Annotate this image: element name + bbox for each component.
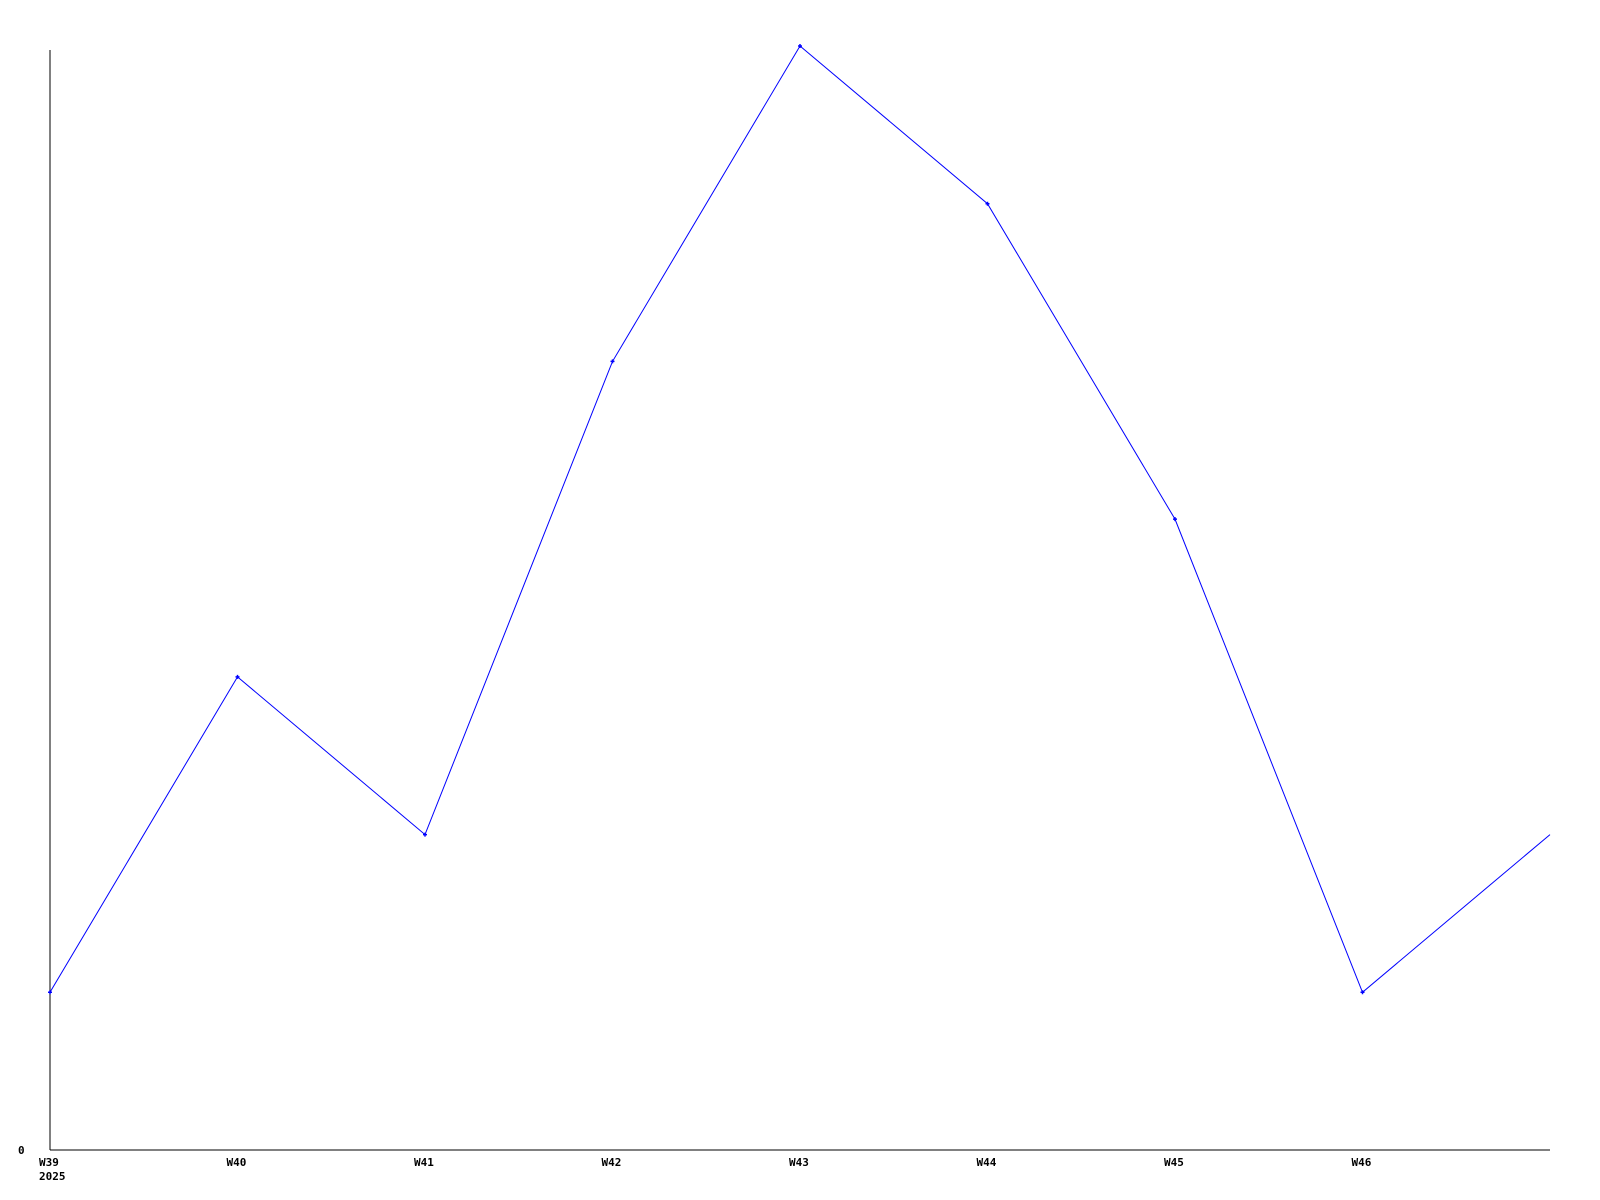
x-tick-label-W42: W42 <box>602 1156 622 1169</box>
x-tick-label-W39: W39 <box>39 1156 59 1169</box>
data-point-W42 <box>610 359 615 364</box>
x-tick-label-W44: W44 <box>977 1156 997 1169</box>
x-tick-label-W41: W41 <box>414 1156 434 1169</box>
data-point-W41 <box>423 832 427 837</box>
y-tick-label-0: 0 <box>18 1144 25 1157</box>
data-point-W45 <box>1173 517 1177 522</box>
series-line <box>49 45 1551 994</box>
data-point-W43 <box>798 44 802 48</box>
data-point-W40 <box>235 674 240 679</box>
x-tick-label-W40: W40 <box>227 1156 247 1169</box>
x-year-label: 2025 <box>39 1170 66 1183</box>
data-point-W44 <box>985 201 990 206</box>
x-tick-label-W43: W43 <box>789 1156 809 1169</box>
data-point-W39 <box>48 990 52 995</box>
x-tick-label-W45: W45 <box>1164 1156 1184 1169</box>
data-point-W46 <box>1360 990 1365 995</box>
x-tick-label-W46: W46 <box>1352 1156 1372 1169</box>
